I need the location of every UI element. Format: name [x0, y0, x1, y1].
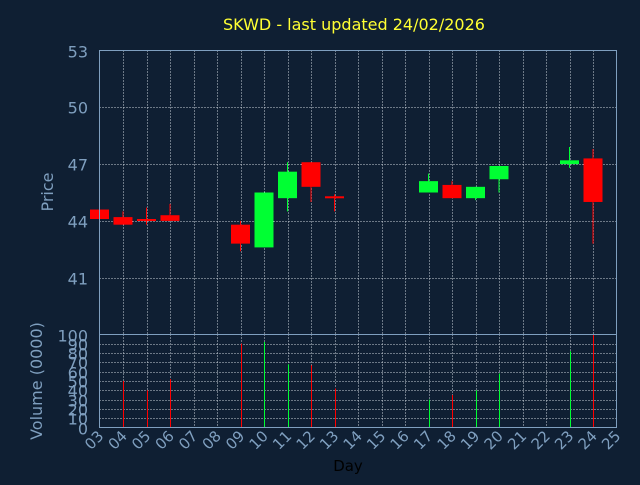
price-grid: [99, 50, 617, 335]
x-tick-label: 15: [363, 427, 389, 453]
volume-y-tick-label: 100: [57, 327, 88, 346]
x-tick-label: 19: [457, 427, 483, 453]
x-tick-label: 07: [175, 427, 201, 453]
candle-body: [466, 186, 485, 199]
candle-body: [325, 196, 344, 199]
x-tick-label: 17: [410, 427, 436, 453]
x-tick-label: 21: [504, 427, 530, 453]
candle: [560, 147, 579, 168]
price-y-tick-label: 53: [68, 43, 88, 62]
candle-body: [583, 158, 603, 202]
volume-bars: [123, 334, 594, 428]
volume-y-tick-label: 60: [68, 364, 88, 383]
candle: [466, 186, 485, 201]
price-y-axis-label: Price: [38, 172, 57, 211]
x-tick-label: 05: [128, 427, 154, 453]
x-tick-label: 10: [246, 427, 272, 453]
volume-grid: [99, 334, 617, 428]
candle-body: [113, 217, 133, 225]
x-tick-label: 14: [340, 427, 366, 453]
candle-body: [301, 162, 321, 187]
price-candles: [90, 147, 603, 252]
x-axis-label: Day: [333, 457, 363, 475]
x-tick-labels: 0304050607080910111213141516171819202122…: [81, 427, 624, 453]
candle-body: [442, 184, 462, 199]
x-tick-label: 04: [105, 427, 131, 453]
x-tick-label: 25: [598, 427, 624, 453]
candle-body: [160, 215, 180, 221]
x-tick-label: 20: [481, 427, 507, 453]
volume-y-axis-label: Volume (0000): [27, 322, 46, 440]
x-tick-label: 13: [316, 427, 342, 453]
candle: [254, 192, 274, 248]
x-tick-label: 08: [199, 427, 225, 453]
x-tick-label: 24: [575, 427, 601, 453]
x-tick-label: 16: [387, 427, 413, 453]
price-y-tick-label: 44: [68, 213, 88, 232]
x-tick-label: 22: [528, 427, 554, 453]
volume-y-tick-label: 0: [78, 420, 88, 439]
candle-body: [137, 219, 156, 222]
candle-body: [254, 192, 274, 248]
volume-y-tick-label: 80: [68, 345, 88, 364]
candle-body: [489, 165, 509, 180]
volume-y-tick-label: 40: [68, 382, 88, 401]
volume-y-tick-label: 20: [68, 401, 88, 420]
x-tick-label: 11: [269, 427, 295, 453]
x-tick-label: 18: [434, 427, 460, 453]
price-y-tick-label: 41: [68, 270, 88, 289]
candle-body: [419, 181, 438, 193]
volume-plot-frame: [99, 334, 617, 428]
price-y-tick-label: 47: [68, 156, 88, 175]
candle: [419, 173, 438, 193]
x-tick-label: 09: [222, 427, 248, 453]
candle-body: [278, 171, 297, 199]
candle-body: [231, 224, 250, 244]
volume-y-tick-label: 10: [68, 410, 88, 429]
x-tick-label: 12: [293, 427, 319, 453]
candle: [301, 162, 321, 202]
candle: [137, 207, 156, 225]
x-tick-label: 23: [551, 427, 577, 453]
candle: [113, 211, 133, 225]
candle: [231, 220, 250, 252]
price-y-tick-label: 50: [68, 99, 88, 118]
candle: [489, 165, 509, 193]
candle: [278, 162, 297, 212]
x-tick-label: 06: [152, 427, 178, 453]
price-y-tick-labels: 41 44 47 50 53: [68, 43, 88, 289]
candle: [583, 148, 603, 244]
volume-y-tick-label: 30: [68, 392, 88, 411]
volume-y-tick-label: 50: [68, 373, 88, 392]
candle: [442, 181, 462, 199]
volume-y-tick-label: 70: [68, 354, 88, 373]
candle: [325, 194, 344, 212]
volume-y-tick-label: 90: [68, 336, 88, 355]
candle: [160, 203, 180, 221]
chart-title: SKWD - last updated 24/02/2026: [223, 15, 485, 34]
candle-body: [560, 160, 579, 165]
